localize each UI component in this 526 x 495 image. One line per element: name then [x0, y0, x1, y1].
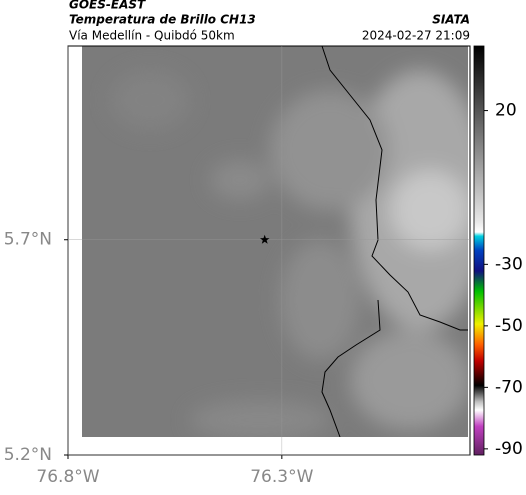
satellite-image [82, 46, 468, 437]
title: GOES-EAST [69, 0, 146, 12]
colorbar-tick-label: 20 [495, 101, 517, 121]
region: Vía Medellín - Quibdó 50km [69, 29, 235, 43]
boundary [321, 46, 468, 331]
datetime: 2024-02-27 21:09 [362, 29, 470, 43]
location-marker [260, 234, 270, 244]
x-tick-label: 76.8°W [36, 467, 99, 487]
colorbar-tick-label: -70 [495, 377, 523, 397]
colorbar-tick-label: -50 [495, 316, 523, 336]
colorbar [473, 45, 485, 456]
source: SIATA [432, 13, 470, 27]
x-tick-label: 76.3°W [250, 467, 313, 487]
colorbar-tick-label: -30 [495, 254, 523, 274]
y-tick-label: 5.2°N [4, 445, 52, 465]
colorbar-tick-label: -90 [495, 439, 523, 459]
subtitle: Temperatura de Brillo CH13 [69, 13, 256, 27]
y-tick-label: 5.7°N [4, 230, 52, 250]
boundary [321, 299, 381, 437]
